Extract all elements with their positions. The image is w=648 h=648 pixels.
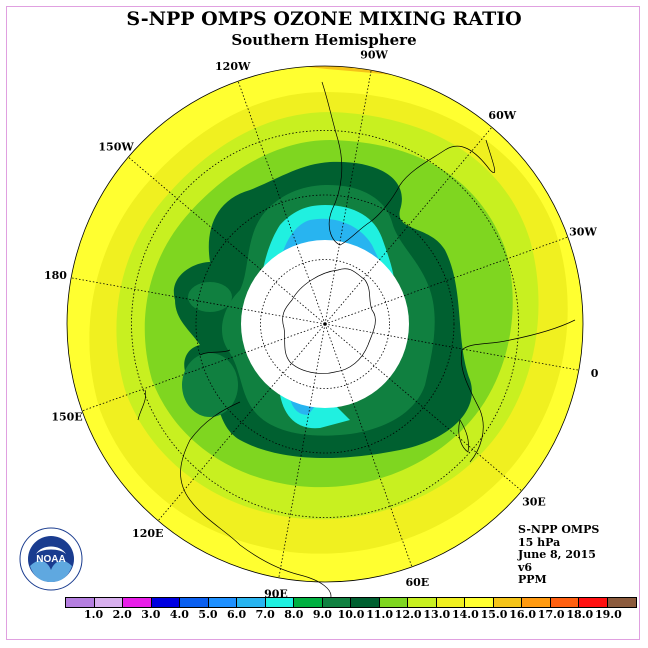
meridian-line xyxy=(324,127,493,325)
longitude-label: 30W xyxy=(569,226,597,239)
legend-swatch xyxy=(94,598,123,607)
noaa-logo: NOAA xyxy=(19,527,83,591)
legend-swatch xyxy=(351,598,380,607)
longitude-label: 30E xyxy=(522,495,546,508)
meridian-line xyxy=(237,80,326,325)
legend-label: 3.0 xyxy=(141,608,161,621)
coastlines xyxy=(137,81,576,601)
legend-swatch xyxy=(379,598,408,607)
legend-swatch xyxy=(322,598,351,607)
legend-swatch xyxy=(180,598,209,607)
legend-swatch xyxy=(151,598,180,607)
africa-coastline xyxy=(460,319,576,463)
figure-title: S-NPP OMPS OZONE MIXING RATIO xyxy=(126,8,522,30)
legend-label: 16.0 xyxy=(509,608,536,621)
meridian-line xyxy=(157,323,326,521)
latitude-circle xyxy=(131,130,519,518)
units-label: PPM xyxy=(518,573,547,586)
longitude-label: 150E xyxy=(51,410,82,423)
legend-label: 18.0 xyxy=(566,608,594,621)
longitude-label: 180 xyxy=(44,269,67,282)
legend-label: 19.0 xyxy=(594,608,622,621)
madagascar-coastline xyxy=(458,419,469,453)
instrument-label: S-NPP OMPS xyxy=(518,523,600,536)
legend-label: 8.0 xyxy=(284,608,304,621)
meridian-line xyxy=(324,236,569,325)
figure-subtitle: Southern Hemisphere xyxy=(231,31,417,49)
date-label: June 8, 2015 xyxy=(518,548,596,561)
color-legend-bar xyxy=(65,597,637,608)
legend-label: 7.0 xyxy=(255,608,275,621)
legend-swatch xyxy=(550,598,579,607)
legend-label: 15.0 xyxy=(480,608,508,621)
meridian-line xyxy=(324,323,579,371)
south-america-coastline xyxy=(321,81,496,246)
longitude-label: 0 xyxy=(591,367,599,380)
legend-swatch xyxy=(493,598,522,607)
longitude-label: 150W xyxy=(98,141,134,154)
legend-label: 12.0 xyxy=(394,608,422,621)
legend-label: 5.0 xyxy=(198,608,218,621)
meridian-line xyxy=(324,323,522,492)
logo-label: NOAA xyxy=(36,554,65,565)
longitude-label: 120E xyxy=(132,527,163,540)
legend-swatch xyxy=(607,598,636,607)
legend-label: 4.0 xyxy=(169,608,189,621)
legend-swatch xyxy=(579,598,608,607)
map-outline xyxy=(66,65,584,583)
info-block: S-NPP OMPS 15 hPa June 8, 2015 v6 PPM xyxy=(518,523,600,587)
antarctica-coastline xyxy=(282,268,376,374)
legend-swatch xyxy=(208,598,237,607)
meridian-line xyxy=(128,156,326,325)
legend-label: 14.0 xyxy=(451,608,479,621)
meridian-line xyxy=(324,323,413,568)
legend-swatch xyxy=(265,598,294,607)
legend-label: 11.0 xyxy=(366,608,393,621)
legend-swatch xyxy=(237,598,266,607)
south-pole-marker xyxy=(323,322,327,326)
longitude-label: 90W xyxy=(360,48,388,61)
figure-frame xyxy=(6,6,640,640)
legend-label: 13.0 xyxy=(423,608,451,621)
legend-swatch xyxy=(123,598,152,607)
legend-swatch xyxy=(465,598,494,607)
legend-label: 17.0 xyxy=(537,608,565,621)
longitude-label: 60W xyxy=(488,109,516,122)
legend-label: 10.0 xyxy=(337,608,365,621)
legend-label: 6.0 xyxy=(227,608,247,621)
pressure-level: 15 hPa xyxy=(518,535,561,549)
longitude-label: 120W xyxy=(215,60,251,73)
legend-swatch xyxy=(436,598,465,607)
australia-coastline xyxy=(180,401,332,601)
new-zealand-coastline xyxy=(137,349,231,421)
latitude-circle xyxy=(260,259,390,389)
version-label: v6 xyxy=(518,560,533,574)
color-legend-labels: 1.0 2.0 3.0 4.0 5.0 6.0 7.0 8.0 9.0 10.0 11.0 12.0 1… xyxy=(0,608,648,622)
legend-label: 1.0 xyxy=(84,608,104,621)
legend-swatch xyxy=(408,598,437,607)
legend-label: 2.0 xyxy=(112,608,132,621)
legend-label: 9.0 xyxy=(312,608,332,621)
meridian-line xyxy=(324,70,372,325)
legend-swatch xyxy=(294,598,323,607)
longitude-label: 60E xyxy=(405,576,429,589)
legend-swatch xyxy=(66,598,95,607)
legend-swatch xyxy=(522,598,551,607)
patch-green-west xyxy=(188,282,232,312)
latitude-circle xyxy=(195,194,455,454)
patch-green-left xyxy=(182,353,238,417)
meridian-line xyxy=(278,323,326,578)
